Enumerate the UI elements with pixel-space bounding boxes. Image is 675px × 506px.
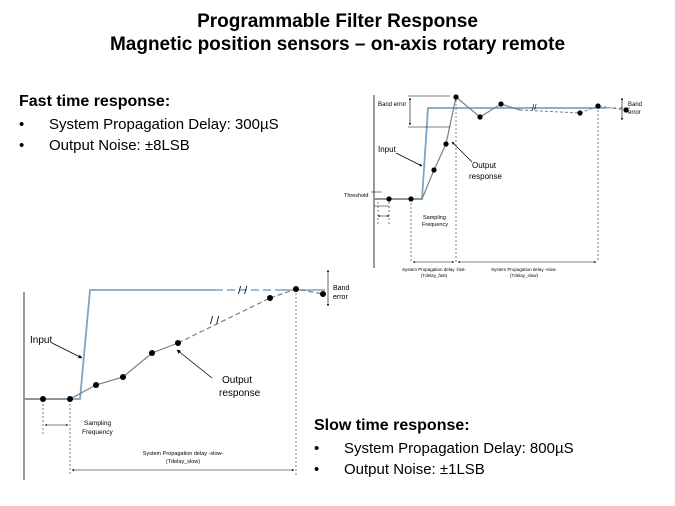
- fast-band-error-label: Band error: [378, 102, 406, 108]
- fast-response-block: Fast time response: System Propagation D…: [19, 92, 279, 156]
- slow-sample-point: [320, 291, 326, 297]
- fast-response-heading: Fast time response:: [19, 93, 171, 110]
- fast-sample-point: [453, 94, 459, 100]
- fast-input-pointer: [395, 152, 423, 167]
- slow-delay-bullet: System Propagation Delay: 800µS: [314, 438, 574, 459]
- slow-output-label-2: response: [219, 388, 261, 399]
- slow-delay-label-2: (Tdelay_slow): [166, 459, 200, 465]
- fast-output-label-2: response: [469, 172, 502, 181]
- slow-band-label-2: error: [333, 294, 348, 301]
- slow-response-heading: Slow time response:: [314, 417, 470, 434]
- slow-input-pointer: [51, 342, 83, 359]
- fast-sampling-label-2: Frequency: [422, 222, 448, 228]
- slow-sample-point: [120, 374, 126, 380]
- slow-output-pointer: [176, 349, 213, 379]
- slow-noise-bullet: Output Noise: ±1LSB: [314, 459, 574, 480]
- slow-output-line: [24, 342, 179, 400]
- slow-output-label-1: Output: [222, 375, 252, 386]
- slow-sample-point: [175, 340, 181, 346]
- fast-output-dashed-1: [519, 109, 581, 114]
- fast-sample-point: [408, 196, 414, 202]
- fast-output-pointer: [451, 141, 473, 163]
- fast-delay-slow-label-1: System Propagation delay -slow-: [491, 267, 557, 272]
- fast-output-dashed-2: [579, 105, 627, 114]
- slow-delay-label-1: System Propagation delay -slow-: [143, 451, 224, 457]
- fast-noise-bullet: Output Noise: ±8LSB: [19, 135, 279, 156]
- fast-break-mark: //: [532, 103, 537, 112]
- fast-threshold-label: Threshold: [344, 193, 368, 199]
- fast-output-line: [374, 95, 521, 200]
- slow-sample-point: [67, 396, 73, 402]
- fast-band-right-label-2: error: [628, 110, 641, 116]
- fast-sample-point: [577, 110, 583, 116]
- fast-sample-point: [595, 103, 601, 109]
- fast-delay-fast-label-1: System Propagation delay -fast-: [402, 267, 467, 272]
- slow-response-block: Slow time response: System Propagation D…: [314, 416, 574, 480]
- fast-delay-bullet: System Propagation Delay: 300µS: [19, 114, 279, 135]
- slow-input-line: [24, 289, 215, 400]
- slow-break-mark-output: / /: [210, 315, 220, 327]
- slow-sample-point: [267, 295, 273, 301]
- slow-break-mark-top: / /: [238, 285, 248, 297]
- slow-sampling-label-2: Frequency: [82, 429, 113, 436]
- fast-sample-point: [386, 196, 392, 202]
- fast-delay-fast-label-2: (Tdelay_fast): [421, 273, 448, 278]
- slow-sample-point: [149, 350, 155, 356]
- fast-diagram: // Band error Band error Input Output re…: [344, 94, 642, 278]
- slide-subtitle: Magnetic position sensors – on-axis rota…: [109, 34, 566, 55]
- fast-sampling-label-1: Sampling: [423, 215, 446, 221]
- fast-sample-point: [443, 141, 449, 147]
- fast-input-label: Input: [378, 145, 397, 154]
- slow-diagram: / / / / Band error Input Output response…: [23, 269, 349, 480]
- slow-output-dashed: [177, 297, 271, 344]
- slow-sampling-label-1: Sampling: [84, 420, 111, 427]
- fast-response-list: System Propagation Delay: 300µS Output N…: [19, 114, 279, 156]
- slow-response-list: System Propagation Delay: 800µS Output N…: [314, 438, 574, 480]
- fast-sample-point: [498, 101, 504, 107]
- fast-sample-point: [623, 107, 629, 113]
- slow-sample-point: [93, 382, 99, 388]
- slow-band-label-1: Band: [333, 285, 349, 292]
- fast-band-right-label-1: Band: [628, 102, 642, 108]
- slow-sample-point: [293, 286, 299, 292]
- fast-delay-slow-label-2: (Tdelay_slow): [510, 273, 539, 278]
- fast-sample-point: [477, 114, 483, 120]
- fast-input-line: [374, 107, 605, 200]
- slide-title: Programmable Filter Response: [197, 11, 478, 32]
- fast-output-label-1: Output: [472, 161, 497, 170]
- slow-input-label: Input: [30, 335, 52, 346]
- fast-sample-point: [431, 167, 437, 173]
- slow-sample-point: [40, 396, 46, 402]
